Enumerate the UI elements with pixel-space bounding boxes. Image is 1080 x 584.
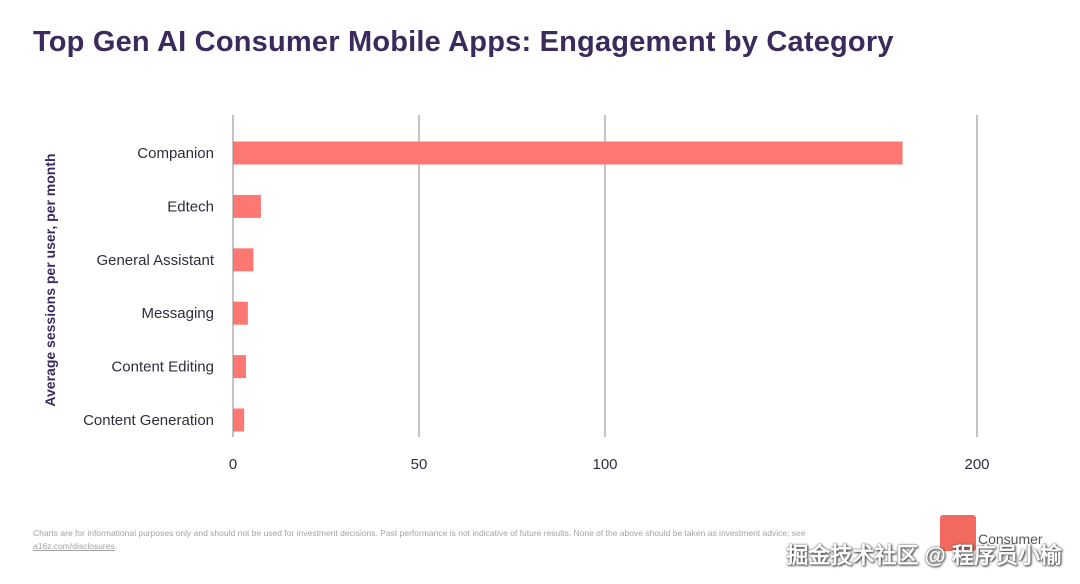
category-label-messaging: Messaging — [141, 305, 214, 322]
brand-logo — [940, 515, 976, 551]
bar-content-generation — [233, 408, 245, 432]
x-tick-label-100: 100 — [592, 456, 617, 473]
disclosures-link[interactable]: a16z.com/disclosures — [33, 541, 115, 551]
category-label-edtech: Edtech — [167, 198, 214, 215]
category-label-general-assistant: General Assistant — [96, 252, 214, 269]
x-tick-label-0: 0 — [229, 456, 237, 473]
x-tick-label-50: 50 — [411, 456, 428, 473]
category-label-companion: Companion — [137, 145, 214, 162]
y-axis-label: Average sessions per user, per month — [42, 153, 58, 407]
footer-disclaimer: Charts are for informational purposes on… — [33, 527, 833, 553]
disclaimer-suffix: . — [114, 541, 118, 551]
bar-edtech — [233, 194, 261, 218]
bar-companion — [233, 141, 903, 165]
bar-content-editing — [233, 355, 247, 379]
chart-title: Top Gen AI Consumer Mobile Apps: Engagem… — [33, 26, 894, 58]
bar-general-assistant — [233, 248, 254, 272]
bar-messaging — [233, 301, 248, 325]
disclaimer-text: Charts are for informational purposes on… — [33, 528, 806, 538]
category-label-content-generation: Content Generation — [83, 412, 214, 429]
brand-text: Consumer — [978, 531, 1043, 547]
watermark: 掘金技术社区 @ 程序员小榆 — [786, 543, 1062, 568]
category-label-content-editing: Content Editing — [111, 359, 214, 376]
x-tick-label-200: 200 — [964, 456, 989, 473]
